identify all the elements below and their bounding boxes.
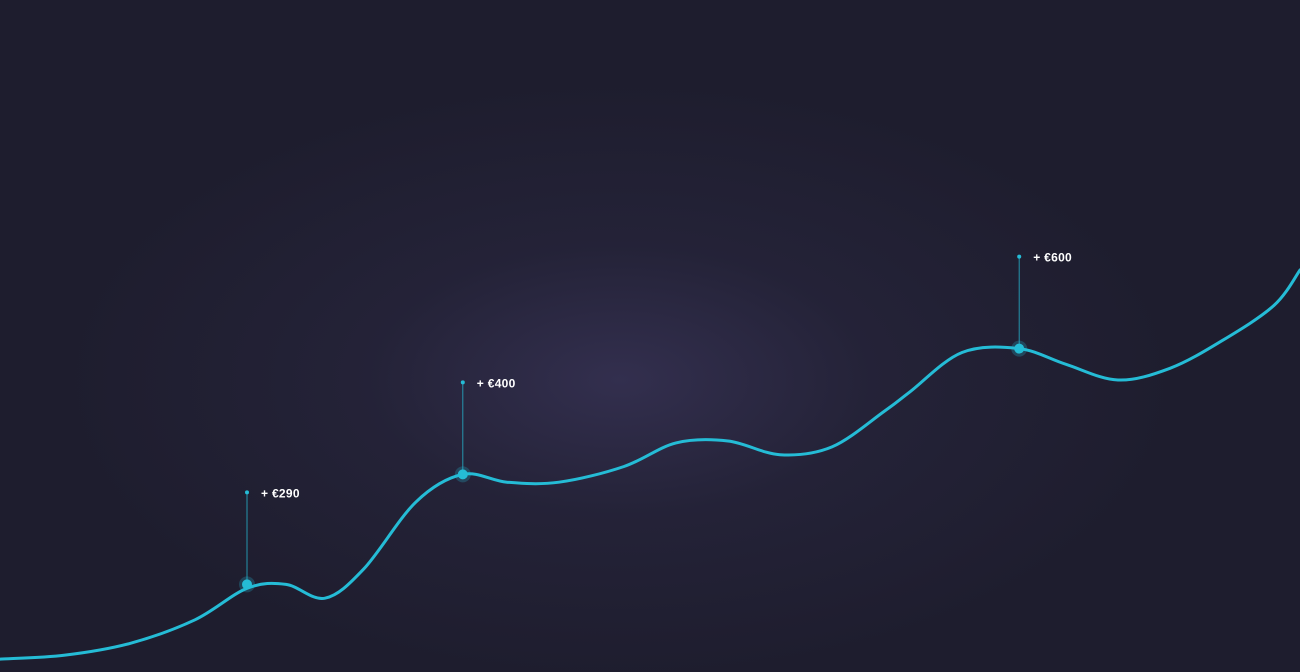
data-point-marker[interactable] [242,579,252,590]
data-point-marker[interactable] [457,469,468,480]
series-line [0,268,1300,661]
annotation-top-dot [1017,254,1022,259]
annotation-label: + €600 [1033,251,1072,265]
annotation-top-dot [460,380,465,385]
annotations-layer: + €290 + €400 + €600 [239,251,1072,593]
annotation-label: + €400 [477,376,516,390]
annotation-top-dot [245,490,249,495]
annotation-label: + €290 [261,486,300,500]
data-point-marker[interactable] [1014,343,1025,354]
